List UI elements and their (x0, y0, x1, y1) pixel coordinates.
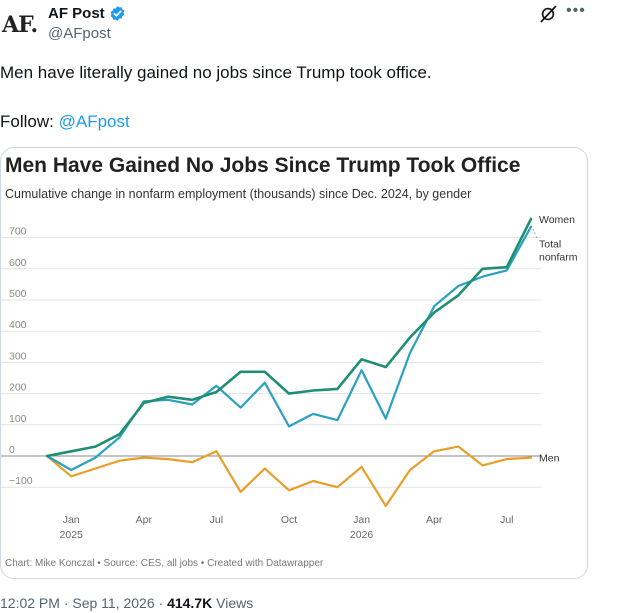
x-tick-label: Jul (210, 514, 223, 526)
series-label-total-nonfarm: Total nonfarm (539, 239, 578, 264)
y-tick-label: 200 (9, 382, 27, 394)
series-label-part: Total (539, 239, 561, 251)
y-tick-label: 300 (9, 350, 27, 362)
series-label-women: Women (539, 214, 575, 226)
y-tick-label: 400 (9, 319, 27, 331)
x-tick-label: Jan (353, 514, 370, 526)
series-label-men: Men (539, 453, 560, 465)
timestamp[interactable]: 12:02 PM · Sep 11, 2026 · (0, 595, 168, 611)
chart-title: Men Have Gained No Jobs Since Trump Took… (5, 154, 521, 177)
y-tick-label: −100 (9, 475, 33, 487)
views-count: 414.7K (167, 595, 213, 611)
tweet-text: Men have literally gained no jobs since … (0, 63, 432, 82)
series-line-men (45, 445, 533, 507)
y-tick-label: 0 (9, 444, 15, 456)
more-options-icon[interactable]: ••• (566, 2, 586, 19)
chart-footer: Chart: Mike Konczal • Source: CES, all j… (5, 558, 324, 569)
author-handle[interactable]: @AFpost (48, 25, 111, 42)
series-label-part: nonfarm (539, 252, 578, 264)
y-tick-label: 700 (9, 226, 27, 238)
author-avatar-logo[interactable]: AF. (2, 12, 38, 38)
total-label-leader (532, 228, 538, 239)
tweet-meta: 12:02 PM · Sep 11, 2026 · 414.7K Views (0, 595, 253, 611)
follow-line: Follow: @AFpost (0, 112, 130, 132)
series-line-women (45, 217, 533, 458)
verified-badge-icon (110, 6, 124, 21)
follow-prefix: Follow: (0, 112, 54, 131)
line-chart: 700 600 500 400 300 200 100 0 −100 Jan 2025 Apr Jul O… (1, 214, 578, 541)
views-label: Views (212, 595, 254, 611)
x-tick-label: Jul (500, 514, 513, 526)
y-tick-label: 600 (9, 257, 27, 269)
chart-subtitle: Cumulative change in nonfarm employment … (5, 187, 472, 201)
x-tick-label: Jan (63, 514, 80, 526)
x-tick-label: Oct (281, 514, 297, 526)
x-tick-year-label: 2025 (60, 529, 84, 541)
chart-image-card[interactable]: 700 600 500 400 300 200 100 0 −100 Jan 2025 Apr Jul O… (0, 147, 588, 579)
x-tick-year-label: 2026 (350, 529, 374, 541)
x-tick-label: Apr (426, 514, 443, 526)
y-tick-label: 100 (9, 413, 27, 425)
author-name[interactable]: AF Post (48, 5, 105, 22)
grok-icon[interactable] (538, 4, 558, 24)
x-tick-label: Apr (136, 514, 153, 526)
follow-handle-link[interactable]: @AFpost (58, 112, 130, 131)
y-tick-label: 500 (9, 288, 27, 300)
